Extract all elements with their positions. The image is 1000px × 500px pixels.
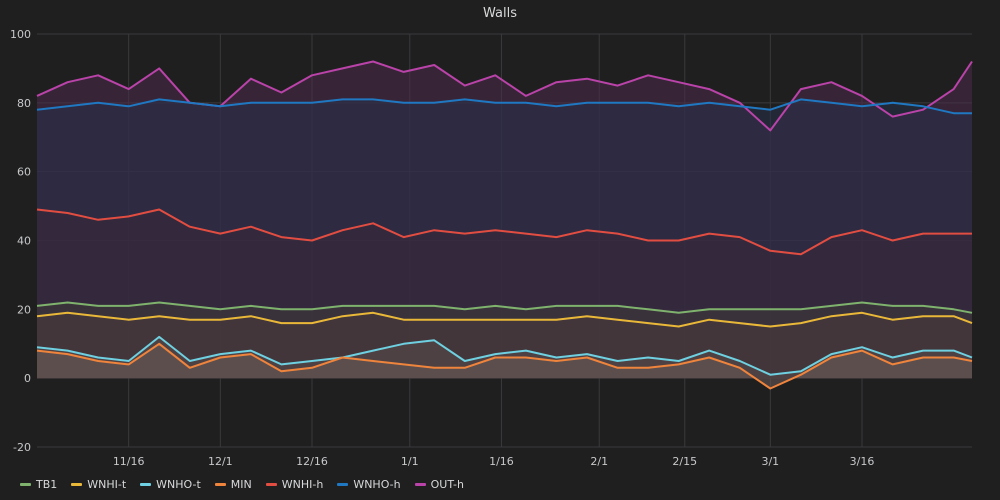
y-tick-label: 40 [17, 235, 31, 248]
legend-swatch [414, 482, 426, 486]
legend-label: MIN [230, 477, 252, 491]
legend-item-tb1[interactable]: TB1 [20, 478, 57, 491]
x-tick-label: 1/16 [489, 455, 514, 468]
series-line-wnhi-t [36, 311, 973, 328]
x-tick-label: 12/16 [296, 455, 328, 468]
legend-label: WNHI-t [87, 477, 127, 491]
y-tick-label: 20 [17, 303, 31, 316]
series-line-min [36, 342, 973, 390]
y-tick-label: -20 [13, 441, 31, 454]
series-area-min [37, 343, 972, 389]
y-tick-label: 100 [10, 28, 31, 41]
legend-label: OUT-h [430, 477, 464, 491]
legend-swatch [337, 482, 349, 486]
x-tick-label: 2/15 [672, 455, 697, 468]
y-tick-label: 60 [17, 166, 31, 179]
legend-swatch [265, 482, 277, 486]
series-line-wnho-h [36, 98, 972, 115]
x-tick-label: 12/1 [208, 455, 233, 468]
legend-label: TB1 [36, 477, 58, 491]
legend-swatch [214, 482, 226, 486]
y-tick-label: 0 [24, 372, 31, 385]
legend: TB1 WNHI-t WNHO-t MIN WNHI-h WNHO-h OUT-h [20, 475, 464, 493]
line-chart[interactable]: -20 0 20 40 60 80 100 11/16 12/1 12/16 1/1 1/16 2/1 2… [0, 0, 1000, 470]
legend-label: WNHO-h [353, 477, 401, 491]
y-tick-label: 80 [17, 97, 31, 110]
legend-item-wnho-t[interactable]: WNHO-t [140, 478, 201, 491]
x-tick-label: 1/1 [401, 455, 419, 468]
legend-item-wnhi-t[interactable]: WNHI-t [71, 478, 126, 491]
legend-swatch [20, 482, 31, 486]
x-tick-label: 3/1 [761, 455, 779, 468]
series-line-wnho-t [36, 335, 973, 376]
chart-title: Walls [483, 6, 517, 21]
x-tick-label: 3/16 [850, 455, 875, 468]
legend-label: WNHO-t [156, 477, 201, 491]
legend-swatch [71, 482, 83, 486]
x-tick-label: 2/1 [590, 455, 608, 468]
legend-item-wnhi-h[interactable]: WNHI-h [265, 477, 324, 491]
series-line-tb1 [36, 301, 973, 314]
legend-swatch [140, 482, 152, 486]
x-tick-label: 11/16 [113, 455, 145, 468]
legend-item-out-h[interactable]: OUT-h [414, 477, 464, 491]
legend-label: WNHI-h [281, 477, 324, 491]
legend-item-wnho-h[interactable]: WNHO-h [337, 477, 401, 491]
legend-item-min[interactable]: MIN [214, 477, 252, 491]
series-line-wnhi-h [36, 208, 972, 256]
